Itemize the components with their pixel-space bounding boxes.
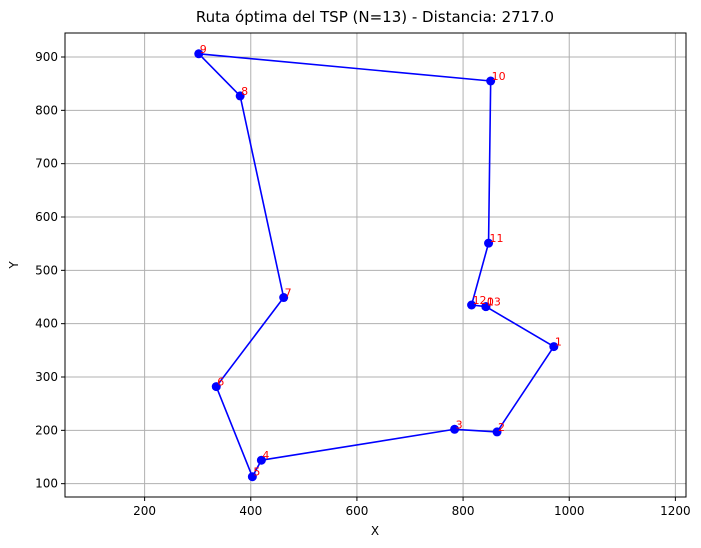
- point-label-11: 11: [490, 232, 504, 245]
- route-segment: [239, 95, 285, 299]
- route-point-9: [194, 49, 204, 59]
- route-point-10: [486, 76, 496, 86]
- y-tick-label: 500: [35, 263, 58, 277]
- y-tick-label: 200: [35, 423, 58, 437]
- route-segment: [215, 296, 285, 388]
- point-label-7: 7: [285, 287, 292, 300]
- point-label-10: 10: [492, 70, 506, 83]
- point-label-2: 2: [498, 421, 505, 434]
- route-segment: [470, 242, 490, 306]
- y-tick-label: 900: [35, 50, 58, 64]
- point-label-1: 1: [555, 336, 562, 349]
- route-segment: [485, 305, 555, 348]
- x-tick-label: 1000: [554, 504, 585, 518]
- y-tick-label: 700: [35, 157, 58, 171]
- route-segment: [197, 52, 241, 97]
- point-label-0: 0: [487, 296, 494, 309]
- x-tick-label: 800: [452, 504, 475, 518]
- chart-title: Ruta óptima del TSP (N=13) - Distancia: …: [196, 8, 554, 26]
- route-points: [194, 49, 559, 482]
- point-label-8: 8: [241, 85, 248, 98]
- grid: [65, 33, 686, 497]
- route-point-4: [256, 455, 266, 465]
- y-tick-label: 100: [35, 477, 58, 491]
- point-label-3: 3: [456, 418, 463, 431]
- point-label-5: 5: [253, 466, 260, 479]
- route-point-2: [492, 427, 502, 437]
- x-tick-label: 200: [133, 504, 156, 518]
- y-tick-label: 300: [35, 370, 58, 384]
- x-axis-label: X: [371, 524, 379, 538]
- route-point-1: [549, 342, 559, 352]
- route-point-11: [484, 238, 494, 248]
- x-tick-label: 400: [239, 504, 262, 518]
- y-tick-label: 600: [35, 210, 58, 224]
- y-tick-label: 800: [35, 103, 58, 117]
- route-segment: [260, 428, 456, 462]
- route-point-6: [211, 382, 221, 392]
- route-point-8: [235, 91, 245, 101]
- route-segment: [197, 52, 492, 82]
- y-axis-label: Y: [7, 261, 21, 270]
- route-segment: [496, 345, 555, 433]
- route-point-12: [467, 300, 477, 310]
- x-tick-label: 600: [345, 504, 368, 518]
- route-segment: [453, 428, 498, 433]
- plot-frame: [64, 32, 687, 498]
- point-label-6: 6: [217, 376, 224, 389]
- axis-ticks: 200 400 600 800 1000 120010020030040050060070…: [35, 50, 691, 518]
- route-point-5: [247, 472, 257, 482]
- point-label-9: 9: [200, 43, 207, 56]
- route-line: [197, 52, 555, 478]
- route-segment: [215, 385, 254, 478]
- point-label-13: 13: [487, 296, 501, 309]
- y-tick-label: 400: [35, 317, 58, 331]
- route-point-7: [279, 293, 289, 303]
- x-tick-label: 1200: [660, 504, 691, 518]
- route-point-13: [481, 302, 491, 312]
- route-segment: [487, 80, 492, 244]
- point-label-12: 12: [473, 294, 487, 307]
- point-label-4: 4: [262, 449, 269, 462]
- route-point-3: [450, 424, 460, 434]
